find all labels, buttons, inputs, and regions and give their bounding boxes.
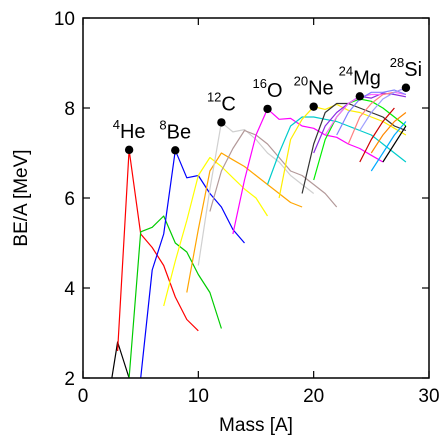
nucleus-label-mg: 24Mg xyxy=(339,63,381,89)
point-layer xyxy=(124,83,411,155)
nucleus-point-ne xyxy=(309,102,318,111)
series-line-21 xyxy=(370,121,407,172)
y-tick-label: 4 xyxy=(64,279,75,300)
nucleus-point-be xyxy=(171,146,180,155)
y-tick-label: 10 xyxy=(54,9,75,30)
series-line-4 xyxy=(140,149,245,378)
series-line-18 xyxy=(359,87,407,131)
x-tick-label: 30 xyxy=(418,386,439,407)
series-line-10 xyxy=(266,116,407,185)
series-layer xyxy=(111,87,407,378)
nucleus-label-c: 12C xyxy=(207,89,236,115)
nucleus-point-si xyxy=(401,83,411,92)
series-line-12 xyxy=(301,102,407,194)
series-line-7 xyxy=(197,121,315,266)
nucleus-point-mg xyxy=(355,92,364,101)
series-line-14 xyxy=(313,92,407,154)
series-line-16 xyxy=(336,89,407,136)
nucleus-point-c xyxy=(217,118,226,127)
x-tick-label: 20 xyxy=(303,386,324,407)
series-line-3 xyxy=(128,215,222,378)
nucleus-label-si: 28Si xyxy=(390,55,422,81)
series-line-6 xyxy=(186,152,303,293)
series-line-19 xyxy=(359,107,395,163)
series-line-5 xyxy=(163,156,269,307)
nucleus-point-he xyxy=(124,145,134,155)
series-line-20 xyxy=(370,112,407,154)
series-line-11 xyxy=(278,103,407,199)
x-axis-label: Mass [A] xyxy=(219,415,293,436)
y-tick-label: 8 xyxy=(64,99,75,120)
x-tick-label: 0 xyxy=(78,386,89,407)
nucleus-label-be: 8Be xyxy=(159,117,191,143)
y-tick-label: 2 xyxy=(64,369,75,390)
x-tick-label: 10 xyxy=(188,386,209,407)
series-line-8 xyxy=(209,129,338,212)
tick-layer: 0 10 20 30 2 4 6 8 10 xyxy=(54,9,440,407)
series-line-9 xyxy=(232,108,384,235)
nucleus-label-ne: 20Ne xyxy=(294,74,334,100)
nucleus-point-o xyxy=(263,104,272,114)
y-axis-label: BE/A [MeV] xyxy=(11,149,32,246)
series-line-22 xyxy=(382,125,407,163)
series-line-2 xyxy=(117,149,199,352)
nucleus-label-o: 16O xyxy=(253,76,283,102)
nucleus-label-he: 4He xyxy=(113,117,146,143)
y-tick-label: 6 xyxy=(64,189,75,210)
